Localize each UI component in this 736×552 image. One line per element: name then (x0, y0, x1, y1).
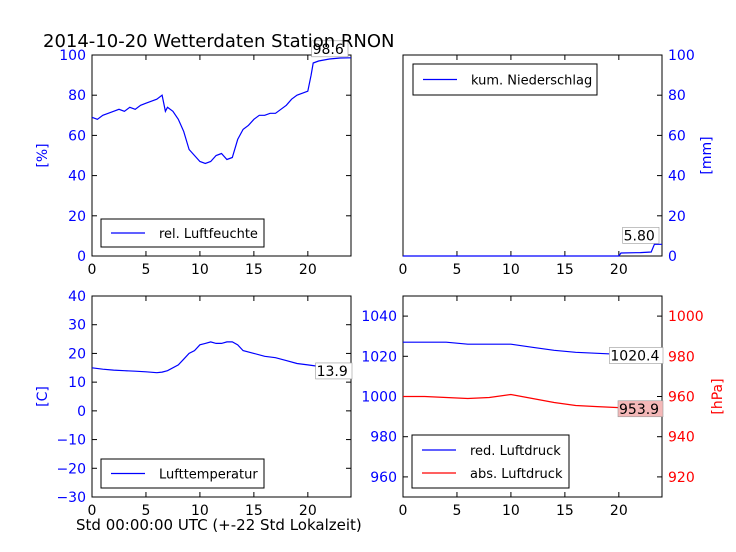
y-tick-label-left: 1040 (361, 309, 397, 325)
series-line-kum-niederschlag (403, 243, 662, 257)
y-tick-label: 0 (77, 249, 86, 265)
y-tick-label: 20 (68, 346, 86, 362)
value-annotation: 953.9 (619, 402, 659, 418)
annotation-box (617, 400, 664, 418)
y-tick-label-right: 960 (668, 390, 695, 406)
series-line-rel-luftfeuchte (91, 57, 352, 165)
annotation-box (311, 40, 349, 58)
y-tick-label: −10 (56, 433, 86, 449)
y-tick-label-right: 940 (668, 430, 695, 446)
y-tick-label-right: 980 (668, 349, 695, 365)
value-annotation: 1020.4 (610, 348, 659, 364)
x-tick-label: 20 (299, 262, 317, 278)
x-tick-label: 20 (610, 503, 628, 519)
panel-humidity: 0 5 10 15 20 0 20 40 60 80 100 [%] rel. Luftfeuchte 9… (35, 40, 352, 278)
y-tick-label: −30 (56, 490, 86, 506)
x-tick-label: 0 (88, 262, 97, 278)
y-tick-label: 40 (68, 169, 86, 185)
y-tick-label: 40 (668, 169, 686, 185)
y-tick-label: 80 (668, 88, 686, 104)
y-axis-label-right: [hPa] (710, 378, 726, 414)
panel-precip: 0 5 10 15 20 0 20 40 60 80 100 [mm] kum. Niederschla… (399, 48, 715, 278)
value-annotation: 5.80 (624, 228, 655, 244)
y-tick-label: 100 (59, 48, 86, 64)
x-tick-label: 0 (399, 503, 408, 519)
y-tick-label-left: 980 (370, 430, 397, 446)
x-tick-label: 0 (88, 503, 97, 519)
y-tick-label: 40 (68, 289, 86, 305)
x-tick-label: 15 (556, 503, 574, 519)
y-tick-label-left: 1020 (361, 349, 397, 365)
value-annotation: 13.9 (317, 364, 348, 380)
x-tick-label: 0 (399, 262, 408, 278)
legend-label: kum. Niederschlag (471, 74, 592, 89)
y-tick-label-left: 960 (370, 470, 397, 486)
series-line-lufttemperatur (91, 341, 352, 374)
y-tick-label: −20 (56, 461, 86, 477)
annotation-box (315, 362, 353, 380)
y-tick-label: 60 (68, 128, 86, 144)
x-tick-label: 10 (191, 503, 209, 519)
x-tick-label: 10 (502, 262, 520, 278)
x-axis-caption: Std 00:00:00 UTC (+-22 Std Lokalzeit) (76, 516, 362, 534)
y-tick-label-left: 1000 (361, 390, 397, 406)
y-tick-label: 60 (668, 128, 686, 144)
y-axis-label: [%] (35, 143, 51, 167)
x-tick-label: 15 (556, 262, 574, 278)
y-tick-label: 0 (77, 404, 86, 420)
y-tick-label: 100 (668, 48, 695, 64)
x-tick-label: 5 (141, 262, 150, 278)
annotation-box (622, 227, 660, 244)
panel-temperature: 0 5 10 15 20 −30 −20 −10 0 10 20 30 40 [C] Lufttempera… (35, 289, 353, 519)
y-axis-label: [C] (35, 386, 51, 407)
x-tick-label: 5 (141, 503, 150, 519)
y-axis-label: [mm] (699, 136, 715, 174)
annotation-box (609, 347, 664, 364)
panel-pressure: 0 5 10 15 20 960 980 1000 1020 1040 920 940 960 980 10… (361, 295, 726, 519)
x-tick-label: 5 (452, 503, 461, 519)
legend-label: red. Luftdruck (470, 444, 561, 459)
y-tick-label-right: 1000 (668, 309, 704, 325)
x-tick-label: 15 (245, 262, 263, 278)
legend-box (411, 434, 570, 489)
x-tick-label: 10 (191, 262, 209, 278)
y-tick-label: 30 (68, 318, 86, 334)
y-tick-label: 80 (68, 88, 86, 104)
x-tick-label: 5 (452, 262, 461, 278)
y-tick-label: 10 (68, 375, 86, 391)
x-tick-label: 20 (299, 503, 317, 519)
legend-label: Lufttemperatur (159, 468, 258, 483)
y-tick-label-right: 920 (668, 470, 695, 486)
value-annotation: 98.6 (313, 42, 344, 58)
x-tick-label: 20 (610, 262, 628, 278)
x-tick-label: 15 (245, 503, 263, 519)
y-tick-label: 20 (668, 209, 686, 225)
y-tick-label: 20 (68, 209, 86, 225)
legend-label: abs. Luftdruck (470, 467, 563, 482)
x-tick-label: 10 (502, 503, 520, 519)
chart-title: 2014-10-20 Wetterdaten Station RNON (43, 31, 395, 52)
y-tick-label: 0 (668, 249, 677, 265)
legend-label: rel. Luftfeuchte (159, 227, 258, 242)
